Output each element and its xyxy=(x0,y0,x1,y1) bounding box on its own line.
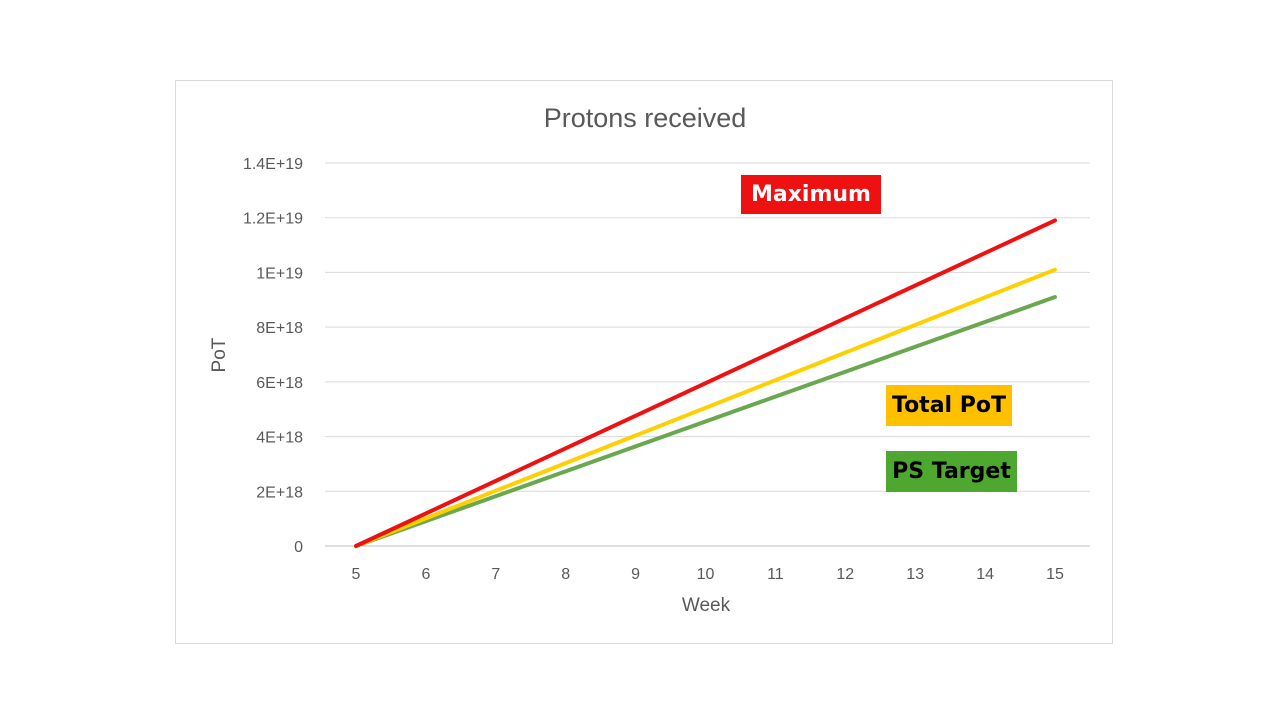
y-tick-label: 6E+18 xyxy=(256,375,303,392)
y-tick-label: 4E+18 xyxy=(256,430,303,447)
series-line-total-pot xyxy=(354,267,1057,548)
maximum-label: Maximum xyxy=(741,175,881,214)
x-tick-label: 11 xyxy=(767,566,784,583)
y-tick-label: 1.2E+19 xyxy=(243,211,303,228)
ps-target-label: PS Target xyxy=(886,451,1017,492)
x-axis-label: Week xyxy=(682,595,731,616)
x-tick-label: 10 xyxy=(697,566,715,583)
chart-area xyxy=(175,80,1113,644)
chart-title: Protons received xyxy=(544,103,747,133)
x-tick-label: 7 xyxy=(491,566,500,583)
series-line-ps-target xyxy=(354,295,1057,548)
x-tick-label: 12 xyxy=(836,566,854,583)
y-tick-label: 0 xyxy=(294,539,303,556)
total-pot-label: Total PoT xyxy=(886,385,1012,426)
y-tick-label: 1E+19 xyxy=(256,265,303,282)
x-tick-label: 6 xyxy=(421,566,430,583)
series-line-maximum xyxy=(354,218,1057,548)
x-tick-label: 5 xyxy=(352,566,361,583)
y-tick-label: 2E+18 xyxy=(256,484,303,501)
x-tick-label: 9 xyxy=(631,566,640,583)
x-tick-label: 13 xyxy=(906,566,924,583)
x-tick-label: 15 xyxy=(1046,566,1064,583)
y-axis-label: PoT xyxy=(209,337,230,372)
y-tick-label: 1.4E+19 xyxy=(243,156,303,173)
y-tick-label: 8E+18 xyxy=(256,320,303,337)
x-tick-label: 8 xyxy=(561,566,570,583)
x-tick-label: 14 xyxy=(976,566,994,583)
